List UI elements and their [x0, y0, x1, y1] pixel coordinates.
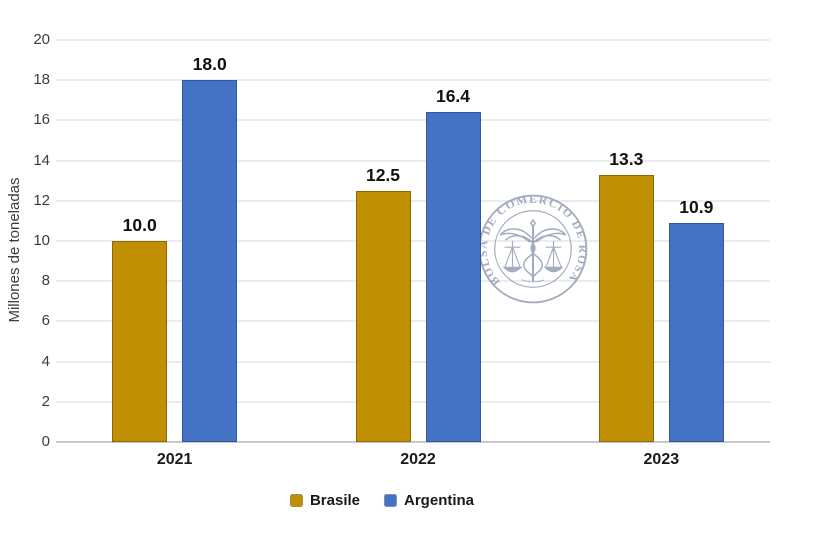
seal-inner-ring [494, 210, 572, 288]
bar-brasile-2022 [355, 190, 411, 442]
y-axis-title: Millones de toneladas [6, 177, 23, 323]
x-tick-label-2022: 2022 [400, 451, 436, 468]
y-tick-label: 4 [41, 352, 50, 370]
bar-brasile-2021 [112, 241, 168, 442]
y-tick-label: 12 [33, 191, 50, 209]
seal-outer-ring [478, 194, 588, 304]
bar-value-label: 16.4 [435, 86, 471, 107]
bar-value-label: 18.0 [192, 54, 227, 75]
y-tick-label: 10 [33, 232, 50, 249]
bar-argentina-2023 [668, 222, 724, 442]
y-tick-label: 14 [33, 151, 50, 169]
legend-item-argentina: Argentina [384, 492, 474, 509]
y-tick-label: 16 [33, 111, 50, 129]
bar-argentina-2021 [182, 80, 238, 442]
gridline [56, 159, 770, 162]
caduceus-icon [499, 218, 567, 282]
bar-argentina-2022 [425, 112, 481, 442]
bar-value-label: 10.0 [122, 215, 157, 235]
legend: Brasile Argentina [289, 492, 474, 509]
gridline [56, 240, 770, 242]
bar-value-label: 10.9 [679, 196, 714, 217]
gridline [56, 119, 770, 122]
legend-label: Brasile [309, 492, 361, 509]
gridline [56, 280, 770, 283]
y-tick-label: 20 [33, 31, 50, 48]
bolsa-de-comercio-de-rosario-seal: BOLSA DE COMERCIO DE ROSARIO [477, 193, 588, 304]
legend-label: Argentina [404, 492, 475, 509]
legend-item-brasile: Brasile [289, 492, 361, 509]
y-tick-label: 6 [41, 312, 50, 330]
y-tick-label: 18 [33, 71, 50, 89]
bar-brasile-2023 [598, 174, 654, 442]
y-tick-label: 8 [41, 272, 50, 290]
gridline [56, 360, 770, 363]
y-tick-label: 0 [41, 433, 50, 450]
bar-value-label: 13.3 [609, 148, 644, 169]
gridline [56, 79, 770, 82]
balance-scale-right-icon [543, 240, 564, 273]
bar-value-label: 12.5 [365, 164, 401, 185]
x-tick-label-2023: 2023 [643, 451, 680, 468]
gridline [56, 400, 770, 403]
gridline [56, 320, 770, 323]
legend-swatch-brasile [289, 494, 303, 507]
x-axis-baseline [56, 441, 770, 443]
gridline [56, 199, 770, 202]
y-tick-label: 2 [41, 392, 50, 410]
legend-swatch-argentina [384, 494, 398, 507]
balance-scale-left-icon [502, 240, 523, 273]
x-tick-label-2021: 2021 [156, 451, 193, 468]
gridline [56, 39, 770, 41]
